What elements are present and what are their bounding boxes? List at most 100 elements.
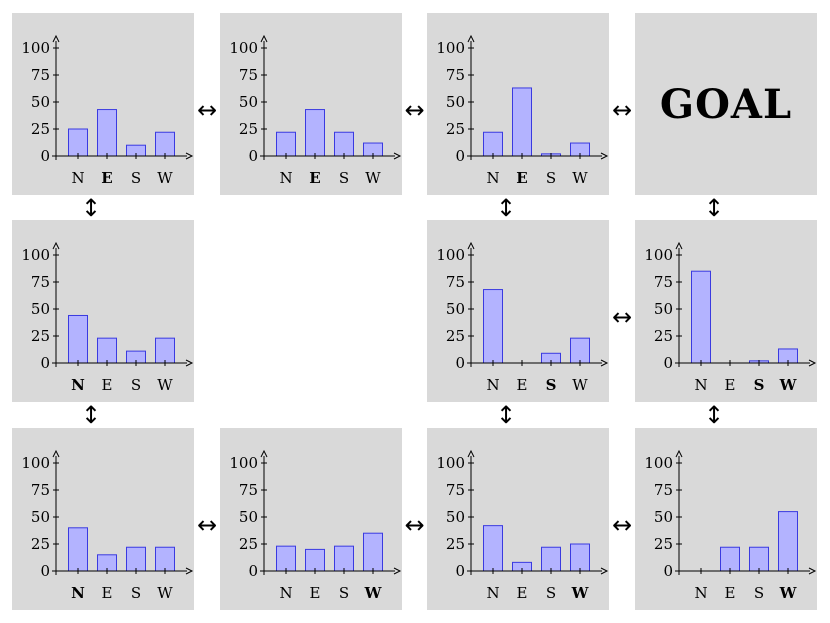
- y-axis-arrowhead: [52, 241, 60, 250]
- x-category-label-s: S: [131, 584, 141, 602]
- bar-n: [276, 131, 296, 157]
- x-category-label-n: N: [71, 169, 84, 187]
- x-category-label-e: E: [725, 584, 736, 602]
- state-panel: 0 25 50 75 100 N E S W: [220, 428, 402, 610]
- y-tick-label: 0: [248, 562, 258, 580]
- y-tick-label: 25: [654, 327, 673, 345]
- bar-n: [68, 314, 88, 364]
- y-tick-label: 100: [644, 246, 673, 264]
- x-category-label-s: S: [131, 169, 141, 187]
- x-axis-arrowhead: [600, 152, 609, 160]
- y-tick-label: 50: [31, 300, 50, 318]
- vertical-double-arrow-icon: ↕: [703, 193, 725, 222]
- y-axis-arrowhead: [675, 241, 683, 250]
- horizontal-double-arrow-icon: ↔: [196, 96, 218, 124]
- bar-w: [155, 337, 175, 364]
- bar-e: [97, 109, 117, 157]
- x-category-label-e: E: [310, 584, 321, 602]
- bar-w: [155, 546, 175, 572]
- bar-s: [334, 545, 354, 572]
- state-panel: 0 25 50 75 100 N E S W: [12, 428, 194, 610]
- bar-n: [483, 289, 503, 364]
- x-category-label-n: N: [486, 376, 499, 394]
- goal-label: GOAL: [659, 80, 793, 128]
- y-tick-label: 0: [455, 562, 465, 580]
- bar-s: [126, 546, 146, 572]
- vertical-double-arrow-icon: ↕: [495, 193, 517, 222]
- x-category-label-w: W: [572, 376, 588, 394]
- x-axis-arrowhead: [185, 359, 194, 367]
- state-panel: 0 25 50 75 100 N E S W: [12, 13, 194, 195]
- x-category-label-w: W: [157, 376, 173, 394]
- bar-n: [483, 525, 503, 572]
- x-category-label-s: S: [339, 169, 349, 187]
- x-category-label-w: W: [364, 584, 383, 602]
- x-axis-arrowhead: [393, 152, 402, 160]
- y-tick-label: 25: [446, 327, 465, 345]
- y-tick-label: 50: [446, 508, 465, 526]
- state-panel: 0 25 50 75 100 N E S W: [427, 220, 609, 402]
- horizontal-double-arrow-icon: ↔: [611, 511, 633, 539]
- x-category-label-s: S: [546, 376, 557, 394]
- y-tick-label: 100: [436, 39, 465, 57]
- bar-w: [363, 532, 383, 572]
- x-axis-arrowhead: [185, 152, 194, 160]
- bar-w: [570, 337, 590, 364]
- x-axis-arrowhead: [808, 359, 817, 367]
- x-category-label-w: W: [157, 169, 173, 187]
- y-tick-label: 50: [654, 508, 673, 526]
- y-tick-label: 100: [21, 39, 50, 57]
- x-category-label-e: E: [725, 376, 736, 394]
- state-panel: 0 25 50 75 100 N E S W: [635, 220, 817, 402]
- x-category-label-n: N: [694, 584, 707, 602]
- x-axis-arrowhead: [185, 567, 194, 575]
- bar-n: [691, 270, 711, 364]
- goal-panel: GOAL: [635, 13, 817, 195]
- x-category-label-n: N: [279, 584, 292, 602]
- y-tick-label: 75: [239, 66, 258, 84]
- y-tick-label: 100: [229, 454, 258, 472]
- x-category-label-n: N: [694, 376, 707, 394]
- y-tick-label: 75: [239, 481, 258, 499]
- vertical-double-arrow-icon: ↕: [80, 193, 102, 222]
- y-axis-arrowhead: [52, 449, 60, 458]
- x-category-label-e: E: [102, 584, 113, 602]
- horizontal-double-arrow-icon: ↔: [611, 303, 633, 331]
- x-category-label-w: W: [157, 584, 173, 602]
- x-category-label-s: S: [754, 584, 764, 602]
- x-axis-arrowhead: [393, 567, 402, 575]
- y-tick-label: 100: [436, 454, 465, 472]
- y-tick-label: 75: [446, 481, 465, 499]
- y-tick-label: 25: [446, 535, 465, 553]
- x-category-label-n: N: [71, 584, 85, 602]
- horizontal-double-arrow-icon: ↔: [404, 96, 425, 124]
- state-panel: 0 25 50 75 100 N E S W: [427, 13, 609, 195]
- y-tick-label: 100: [644, 454, 673, 472]
- y-tick-label: 50: [239, 93, 258, 111]
- horizontal-double-arrow-icon: ↔: [196, 511, 218, 539]
- bar-w: [778, 511, 798, 572]
- y-tick-label: 50: [31, 93, 50, 111]
- x-category-label-e: E: [309, 169, 320, 187]
- bar-w: [155, 131, 175, 157]
- x-category-label-e: E: [102, 376, 113, 394]
- bar-e: [512, 87, 532, 157]
- x-category-label-e: E: [517, 376, 528, 394]
- y-tick-label: 100: [229, 39, 258, 57]
- x-axis-arrowhead: [600, 567, 609, 575]
- state-panel: 0 25 50 75 100 N E S W: [635, 428, 817, 610]
- y-tick-label: 0: [663, 354, 673, 372]
- y-tick-label: 0: [40, 147, 50, 165]
- state-panel: 0 25 50 75 100 N E S W: [427, 428, 609, 610]
- y-tick-label: 75: [31, 273, 50, 291]
- x-category-label-w: W: [779, 584, 798, 602]
- y-tick-label: 0: [455, 147, 465, 165]
- bar-w: [570, 543, 590, 572]
- y-tick-label: 0: [40, 354, 50, 372]
- y-tick-label: 50: [446, 300, 465, 318]
